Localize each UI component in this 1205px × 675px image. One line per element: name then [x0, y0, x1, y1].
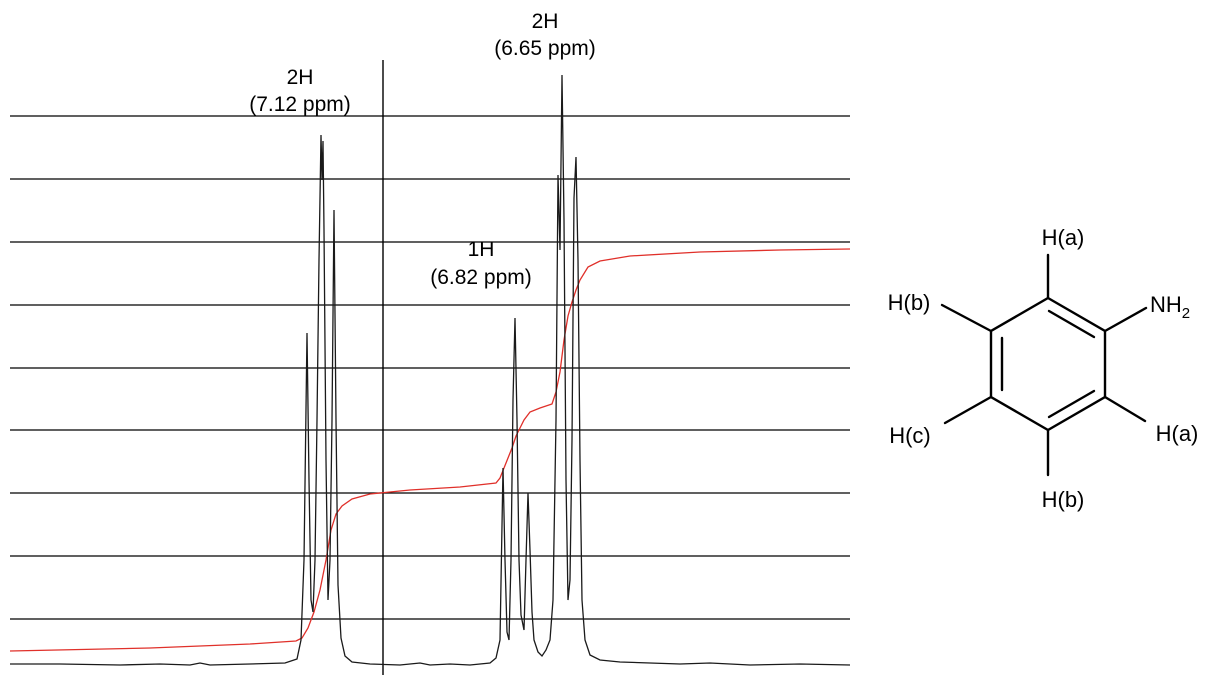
- substituent-main: NH: [1150, 292, 1182, 317]
- peak-count: 1H: [468, 238, 495, 261]
- spectrum-trace: [10, 74, 851, 666]
- molecule-structure: [940, 253, 1148, 477]
- bond: [1103, 395, 1147, 423]
- atom-label-lower-right: H(a): [1156, 421, 1199, 446]
- peak-label-2: 1H (6.82 ppm): [430, 238, 532, 289]
- atom-label-lower-left: H(c): [889, 423, 931, 448]
- atom-label-bottom: H(b): [1042, 487, 1085, 512]
- grid-lines: [10, 115, 850, 620]
- peak-shift: (7.12 ppm): [249, 93, 351, 116]
- peak-label-3: 2H (6.65 ppm): [494, 10, 596, 60]
- peak-label-1: 2H (7.12 ppm): [249, 66, 351, 116]
- benzene-ring: [989, 296, 1107, 432]
- double-bond: [1047, 309, 1096, 339]
- atom-label-upper-left: H(b): [888, 290, 931, 315]
- peak-count: 2H: [287, 66, 314, 89]
- peak-shift: (6.65 ppm): [494, 37, 596, 60]
- peak-shift: (6.82 ppm): [430, 266, 532, 289]
- integral-curve: [9, 248, 851, 652]
- atom-label-substituent: NH2: [1150, 292, 1190, 322]
- double-bond: [1047, 389, 1096, 419]
- bond: [943, 395, 993, 425]
- bond: [1103, 306, 1148, 333]
- atom-label-top: H(a): [1042, 225, 1085, 250]
- peak-count: 2H: [532, 10, 559, 33]
- substituent-subscript: 2: [1182, 305, 1190, 322]
- bond: [940, 303, 993, 333]
